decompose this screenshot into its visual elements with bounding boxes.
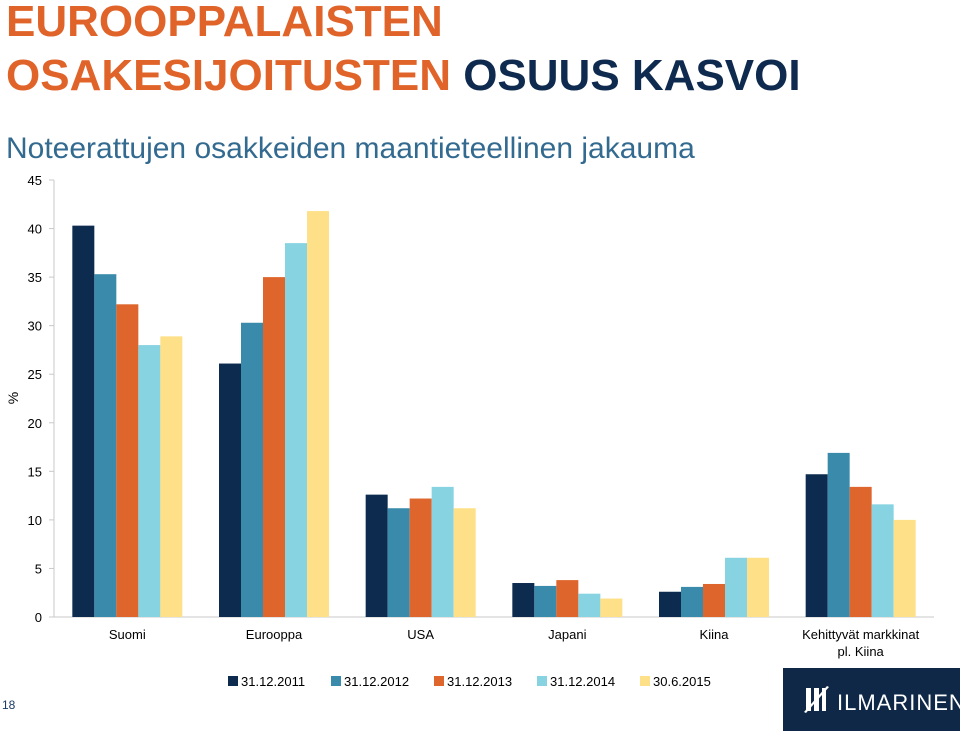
bar xyxy=(219,363,241,617)
bar xyxy=(138,345,161,617)
legend-swatch xyxy=(434,676,444,686)
bar xyxy=(263,277,285,617)
bar xyxy=(556,580,579,617)
legend-label: 31.12.2014 xyxy=(550,674,615,689)
bar xyxy=(72,225,95,618)
page-number: 18 xyxy=(2,698,16,712)
bar xyxy=(116,304,139,617)
x-tick-label: Eurooppa xyxy=(246,627,303,642)
x-tick-label: Suomi xyxy=(109,627,146,642)
title-line-2-orange-text: OSAKESIJOITUSTEN xyxy=(6,51,451,100)
bar xyxy=(512,583,535,617)
bar-series-group xyxy=(72,211,916,618)
legend-swatch xyxy=(537,676,547,686)
bar xyxy=(409,498,432,617)
bar xyxy=(893,519,916,617)
title-line-2-navy-text: OSUUS KASVOI xyxy=(463,51,801,100)
x-tick-label: pl. Kiina xyxy=(838,644,885,659)
chart-legend: 31.12.2011 31.12.2012 31.12.2013 31.12.2014… xyxy=(228,674,711,689)
chart-subtitle: Noteerattujen osakkeiden maantieteelline… xyxy=(6,132,695,165)
bar xyxy=(241,322,263,617)
bar xyxy=(725,557,747,617)
x-tick-label: Kiina xyxy=(700,627,730,642)
bar xyxy=(94,274,117,617)
y-tick-label: 20 xyxy=(28,416,42,431)
logo-text: ILMARINEN xyxy=(837,690,960,715)
legend-swatch xyxy=(640,676,650,686)
legend-swatch xyxy=(331,676,341,686)
bar xyxy=(659,591,681,617)
ilmarinen-logo: ILMARINEN xyxy=(783,668,960,731)
bar xyxy=(849,486,872,617)
bar xyxy=(805,474,828,617)
title-line-1: EUROOPPALAISTEN xyxy=(6,0,443,46)
title-line-1-text: EUROOPPALAISTEN xyxy=(6,0,443,46)
bar xyxy=(600,598,623,617)
y-tick-label: 10 xyxy=(28,513,42,528)
bar xyxy=(747,557,769,617)
legend-label: 31.12.2013 xyxy=(447,674,512,689)
y-tick-label: 30 xyxy=(28,319,42,334)
bar xyxy=(681,586,703,617)
y-axis-title: % xyxy=(5,392,21,404)
y-tick-label: 40 xyxy=(28,222,42,237)
bar xyxy=(827,452,850,617)
y-tick-label: 45 xyxy=(28,173,42,188)
y-tick-label: 35 xyxy=(28,270,42,285)
x-axis-labels: Suomi Eurooppa USA Japani Kiina Kehittyvät ma… xyxy=(109,627,920,659)
bar xyxy=(871,504,894,617)
bar xyxy=(703,583,725,617)
y-tick-label: 15 xyxy=(28,464,42,479)
bar xyxy=(453,508,476,617)
bar xyxy=(387,508,410,617)
bar xyxy=(285,243,307,617)
bar xyxy=(307,211,329,617)
x-tick-label: Kehittyvät markkinat xyxy=(802,627,919,642)
legend-label: 31.12.2011 xyxy=(241,674,305,689)
y-tick-label: 5 xyxy=(35,561,42,576)
logo-mark-icon xyxy=(804,686,829,713)
y-tick-label: 0 xyxy=(35,610,42,625)
bar xyxy=(160,336,183,617)
x-tick-label: USA xyxy=(407,627,434,642)
x-tick-label: Japani xyxy=(548,627,586,642)
bar xyxy=(431,486,454,617)
bar xyxy=(365,494,388,617)
legend-swatch xyxy=(228,676,238,686)
y-tick-label: 25 xyxy=(28,367,42,382)
bar xyxy=(578,593,601,617)
legend-label: 31.12.2012 xyxy=(344,674,409,689)
bar xyxy=(534,585,557,617)
y-axis-ticks: 0 5 10 15 20 25 30 35 40 45 xyxy=(28,173,54,625)
title-line-2: OSAKESIJOITUSTEN OSUUS KASVOI xyxy=(6,52,801,100)
legend-label: 30.6.2015 xyxy=(653,674,711,689)
logo-background xyxy=(783,668,960,731)
